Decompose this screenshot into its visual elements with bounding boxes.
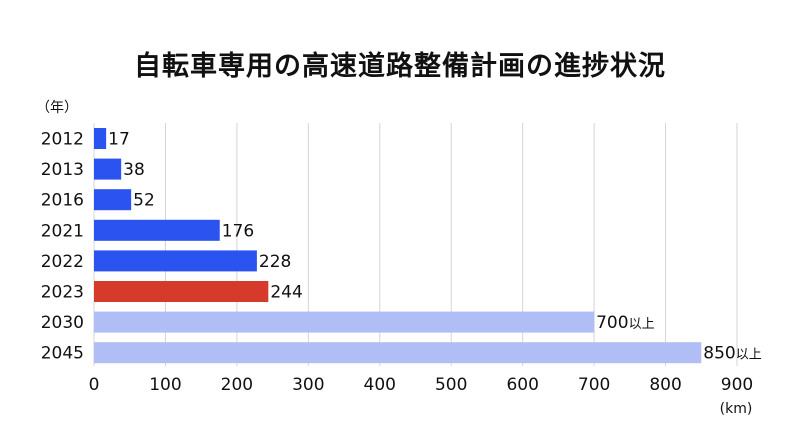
data-label: 244	[270, 283, 302, 303]
chart-title: 自転車専用の高速道路整備計画の進捗状況	[134, 51, 666, 82]
data-label: 850以上	[703, 344, 761, 364]
x-tick-label: 800	[649, 375, 681, 395]
bar	[94, 250, 257, 272]
data-label-value: 38	[123, 160, 145, 180]
data-label-value: 850	[703, 344, 735, 364]
data-label-value: 52	[133, 191, 155, 211]
labels: 0 100 200 300 400 500 600 700 800 900 2012 17 2013 38…	[41, 130, 762, 396]
y-axis-unit-label: （年）	[36, 100, 78, 116]
bar	[94, 128, 107, 149]
data-label-value: 700	[596, 313, 628, 333]
category-label: 2022	[41, 252, 84, 272]
data-label: 38	[123, 160, 145, 180]
x-tick-label: 500	[435, 375, 467, 395]
bar	[94, 219, 220, 241]
category-label: 2023	[41, 283, 84, 303]
data-label: 228	[259, 252, 291, 272]
x-tick-label: 100	[149, 375, 181, 395]
data-label: 700以上	[596, 313, 654, 333]
bar	[94, 311, 595, 333]
category-label: 2016	[41, 191, 84, 211]
data-label-value: 228	[259, 252, 291, 272]
bars	[94, 128, 702, 364]
data-label: 17	[108, 130, 130, 150]
category-label: 2045	[41, 344, 84, 364]
x-tick-label: 600	[506, 375, 538, 395]
data-label-suffix: 以上	[629, 317, 655, 332]
category-label: 2013	[41, 160, 84, 180]
x-tick-label: 0	[89, 375, 100, 395]
data-label-value: 176	[222, 221, 254, 241]
category-label: 2021	[41, 221, 84, 241]
data-label: 52	[133, 191, 155, 211]
data-label: 176	[222, 221, 254, 241]
category-label: 2030	[41, 313, 84, 333]
bar	[94, 189, 132, 211]
bar	[94, 158, 122, 180]
x-axis-unit-label: (km)	[720, 401, 753, 417]
x-tick-label: 400	[364, 375, 396, 395]
x-tick-label: 900	[721, 375, 753, 395]
bar	[94, 281, 269, 302]
data-label-value: 17	[108, 130, 130, 150]
data-label-suffix: 以上	[736, 348, 762, 363]
category-label: 2012	[41, 130, 84, 150]
x-tick-label: 300	[292, 375, 324, 395]
data-label-value: 244	[270, 283, 302, 303]
bar	[94, 342, 702, 364]
x-tick-label: 700	[578, 375, 610, 395]
x-tick-label: 200	[221, 375, 253, 395]
